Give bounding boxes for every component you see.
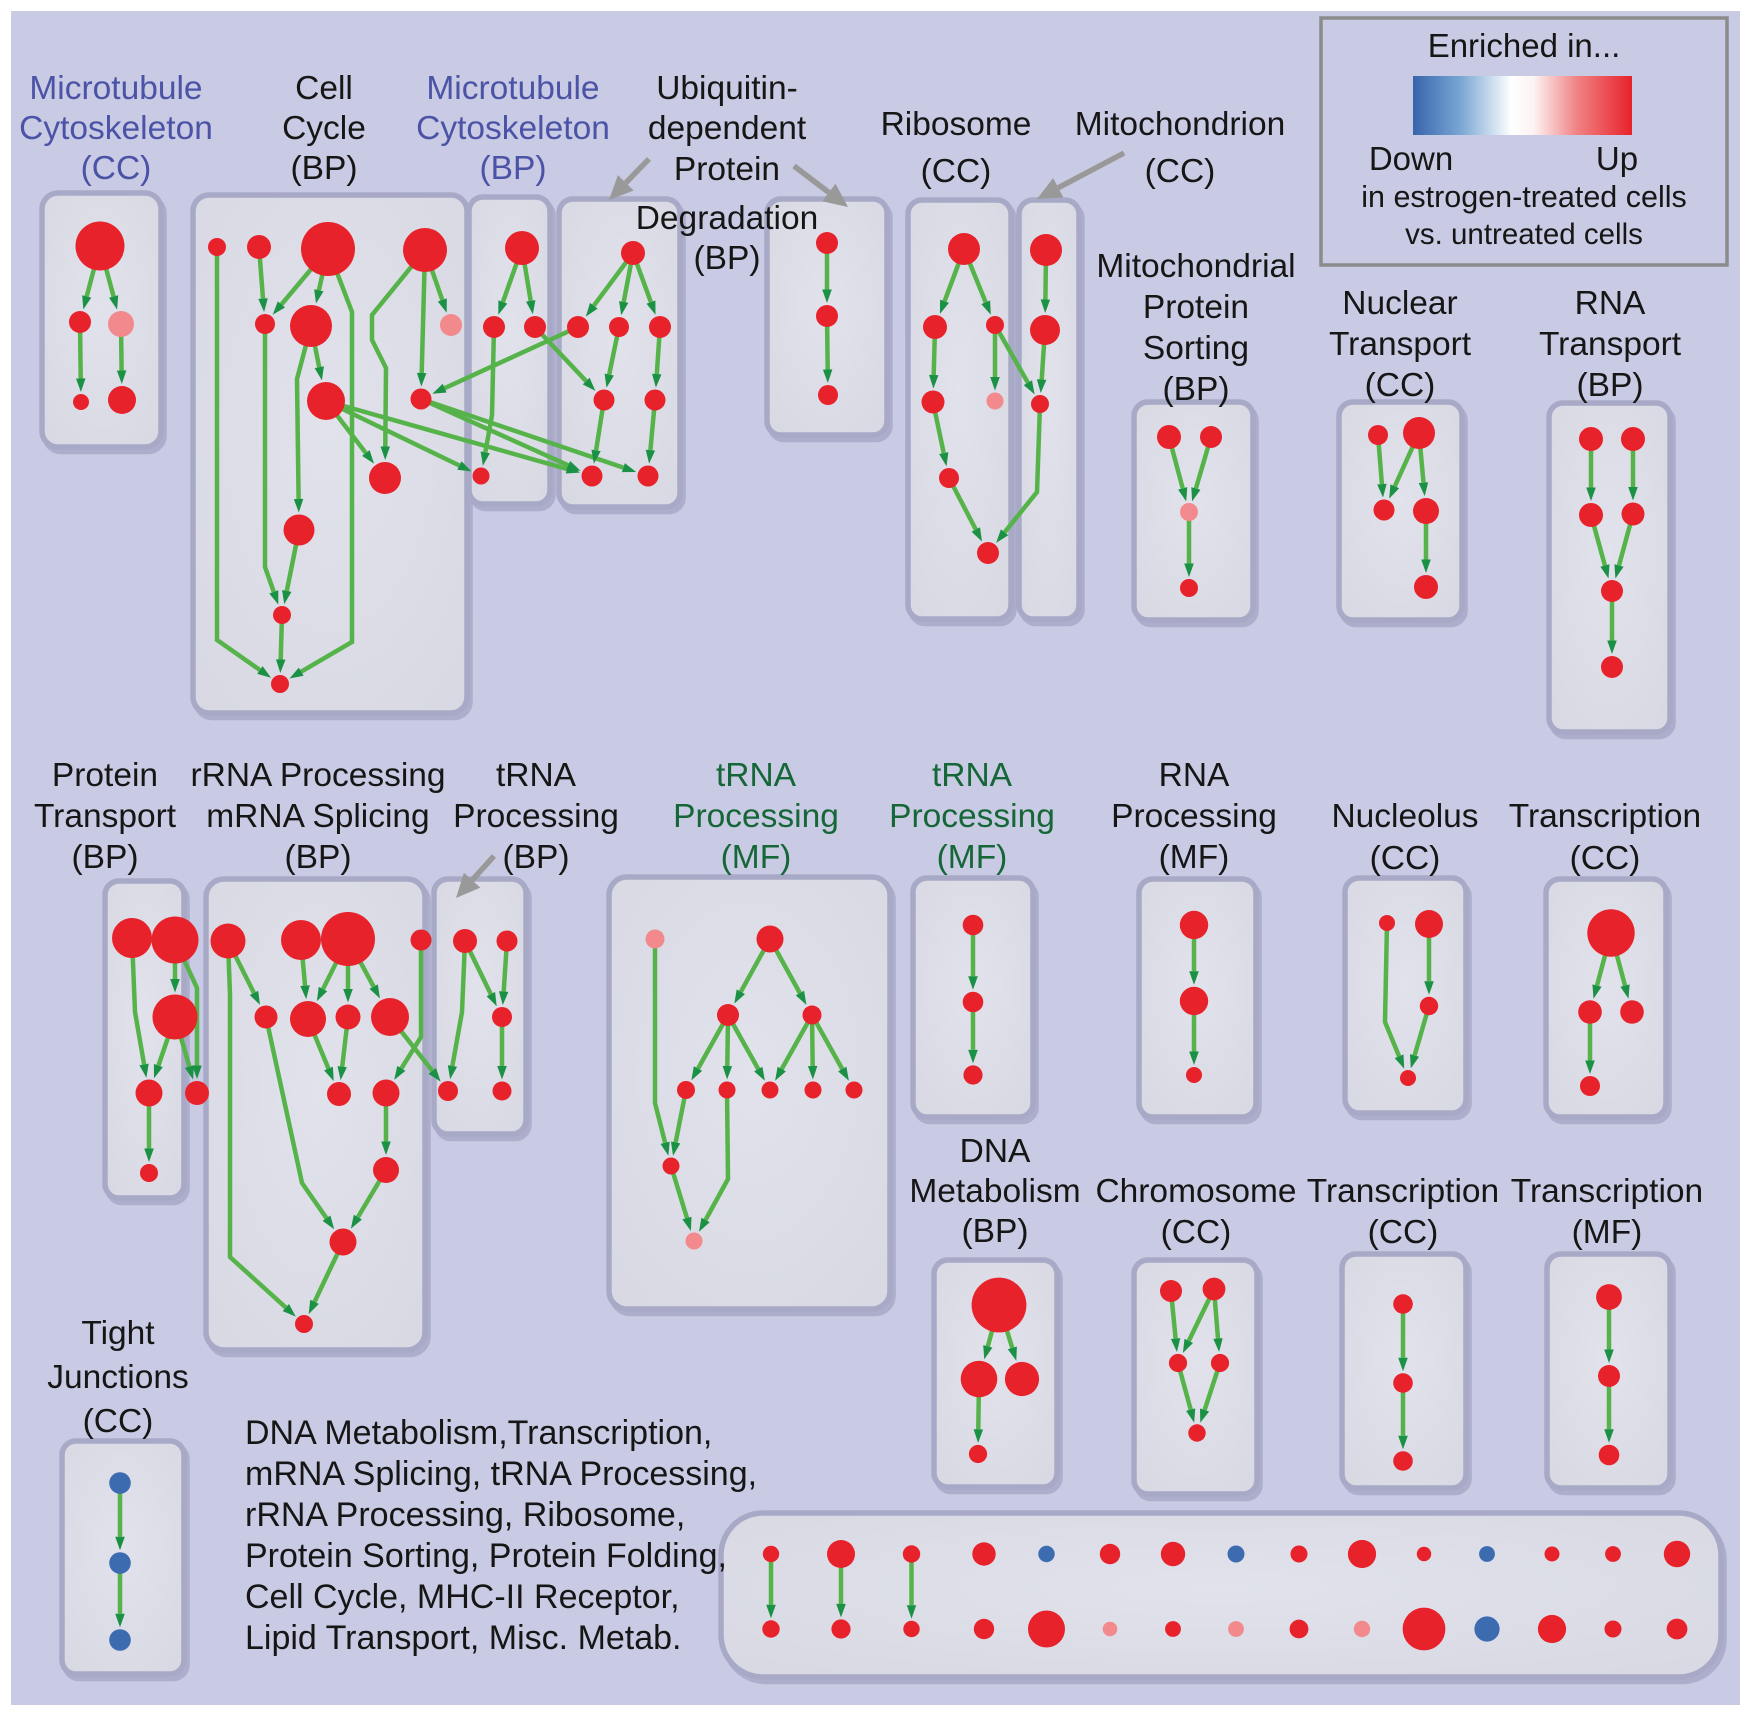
svg-text:dependent: dependent — [648, 110, 807, 147]
svg-text:Mitochondrial: Mitochondrial — [1096, 248, 1295, 285]
svg-text:Protein: Protein — [52, 757, 158, 794]
svg-text:Transcription: Transcription — [1511, 1173, 1703, 1210]
svg-text:(CC): (CC) — [1145, 153, 1216, 190]
svg-text:Ubiquitin-: Ubiquitin- — [656, 70, 798, 107]
svg-text:(CC): (CC) — [1370, 840, 1441, 877]
svg-text:Transport: Transport — [34, 798, 177, 835]
svg-text:Transcription: Transcription — [1307, 1173, 1499, 1210]
svg-text:(CC): (CC) — [1365, 367, 1436, 404]
svg-text:Cytoskeleton: Cytoskeleton — [19, 110, 213, 147]
svg-text:tRNA: tRNA — [932, 757, 1013, 794]
svg-text:(BP): (BP) — [1163, 371, 1230, 408]
svg-text:DNA: DNA — [960, 1133, 1031, 1170]
svg-text:(MF): (MF) — [1572, 1214, 1643, 1251]
svg-text:Cell: Cell — [295, 70, 353, 107]
svg-text:(BP): (BP) — [285, 839, 352, 876]
svg-text:Transport: Transport — [1539, 326, 1682, 363]
svg-text:Down: Down — [1369, 140, 1453, 177]
svg-text:Processing: Processing — [673, 798, 839, 835]
svg-text:Cell Cycle, MHC-II Receptor,: Cell Cycle, MHC-II Receptor, — [245, 1578, 680, 1616]
svg-text:Metabolism: Metabolism — [909, 1173, 1080, 1210]
svg-text:(CC): (CC) — [921, 153, 992, 190]
svg-text:Mitochondrion: Mitochondrion — [1075, 106, 1285, 143]
svg-text:RNA: RNA — [1575, 285, 1646, 322]
svg-text:(CC): (CC) — [1161, 1214, 1232, 1251]
svg-text:(BP): (BP) — [503, 839, 570, 876]
svg-text:Lipid Transport, Misc. Metab.: Lipid Transport, Misc. Metab. — [245, 1619, 682, 1657]
svg-text:vs. untreated cells: vs. untreated cells — [1405, 218, 1643, 251]
svg-text:Nucleolus: Nucleolus — [1331, 798, 1478, 835]
svg-text:(BP): (BP) — [694, 240, 761, 277]
svg-text:mRNA Splicing: mRNA Splicing — [206, 798, 429, 835]
svg-text:Junctions: Junctions — [47, 1359, 189, 1396]
svg-text:(CC): (CC) — [1570, 840, 1641, 877]
svg-text:rRNA Processing, Ribosome,: rRNA Processing, Ribosome, — [245, 1496, 685, 1534]
svg-text:Cycle: Cycle — [282, 110, 366, 147]
svg-text:Microtubule: Microtubule — [29, 70, 202, 107]
svg-text:Processing: Processing — [1111, 798, 1277, 835]
svg-text:Cytoskeleton: Cytoskeleton — [416, 110, 610, 147]
svg-text:Processing: Processing — [453, 798, 619, 835]
svg-text:Microtubule: Microtubule — [426, 70, 599, 107]
svg-text:(CC): (CC) — [1368, 1214, 1439, 1251]
svg-text:Sorting: Sorting — [1143, 330, 1249, 367]
svg-text:Transport: Transport — [1329, 326, 1472, 363]
svg-text:rRNA Processing: rRNA Processing — [190, 757, 445, 794]
svg-text:mRNA Splicing, tRNA Processing: mRNA Splicing, tRNA Processing, — [245, 1455, 757, 1493]
svg-text:RNA: RNA — [1159, 757, 1230, 794]
svg-text:Ribosome: Ribosome — [881, 106, 1032, 143]
svg-text:Degradation: Degradation — [636, 200, 819, 237]
svg-text:Protein: Protein — [674, 151, 780, 188]
svg-text:DNA Metabolism,Transcription,: DNA Metabolism,Transcription, — [245, 1414, 712, 1452]
svg-text:(BP): (BP) — [480, 150, 547, 187]
svg-text:in estrogen-treated cells: in estrogen-treated cells — [1361, 180, 1687, 214]
svg-text:(CC): (CC) — [83, 1403, 154, 1440]
svg-text:(BP): (BP) — [1577, 367, 1644, 404]
svg-text:Protein: Protein — [1143, 289, 1249, 326]
svg-text:Transcription: Transcription — [1509, 798, 1701, 835]
svg-text:Processing: Processing — [889, 798, 1055, 835]
svg-text:(MF): (MF) — [1159, 839, 1230, 876]
svg-text:(CC): (CC) — [81, 150, 152, 187]
svg-text:Tight: Tight — [81, 1315, 155, 1352]
svg-text:Chromosome: Chromosome — [1095, 1173, 1296, 1210]
svg-text:(BP): (BP) — [962, 1213, 1029, 1250]
svg-text:Enriched in...: Enriched in... — [1428, 27, 1621, 64]
svg-text:(MF): (MF) — [937, 839, 1008, 876]
svg-text:tRNA: tRNA — [716, 757, 797, 794]
svg-text:tRNA: tRNA — [496, 757, 577, 794]
svg-text:Protein Sorting, Protein Foldi: Protein Sorting, Protein Folding, — [245, 1537, 727, 1575]
svg-text:Nuclear: Nuclear — [1342, 285, 1457, 322]
svg-text:(MF): (MF) — [721, 839, 792, 876]
svg-text:(BP): (BP) — [72, 839, 139, 876]
svg-text:Up: Up — [1596, 140, 1638, 177]
svg-text:(BP): (BP) — [291, 150, 358, 187]
